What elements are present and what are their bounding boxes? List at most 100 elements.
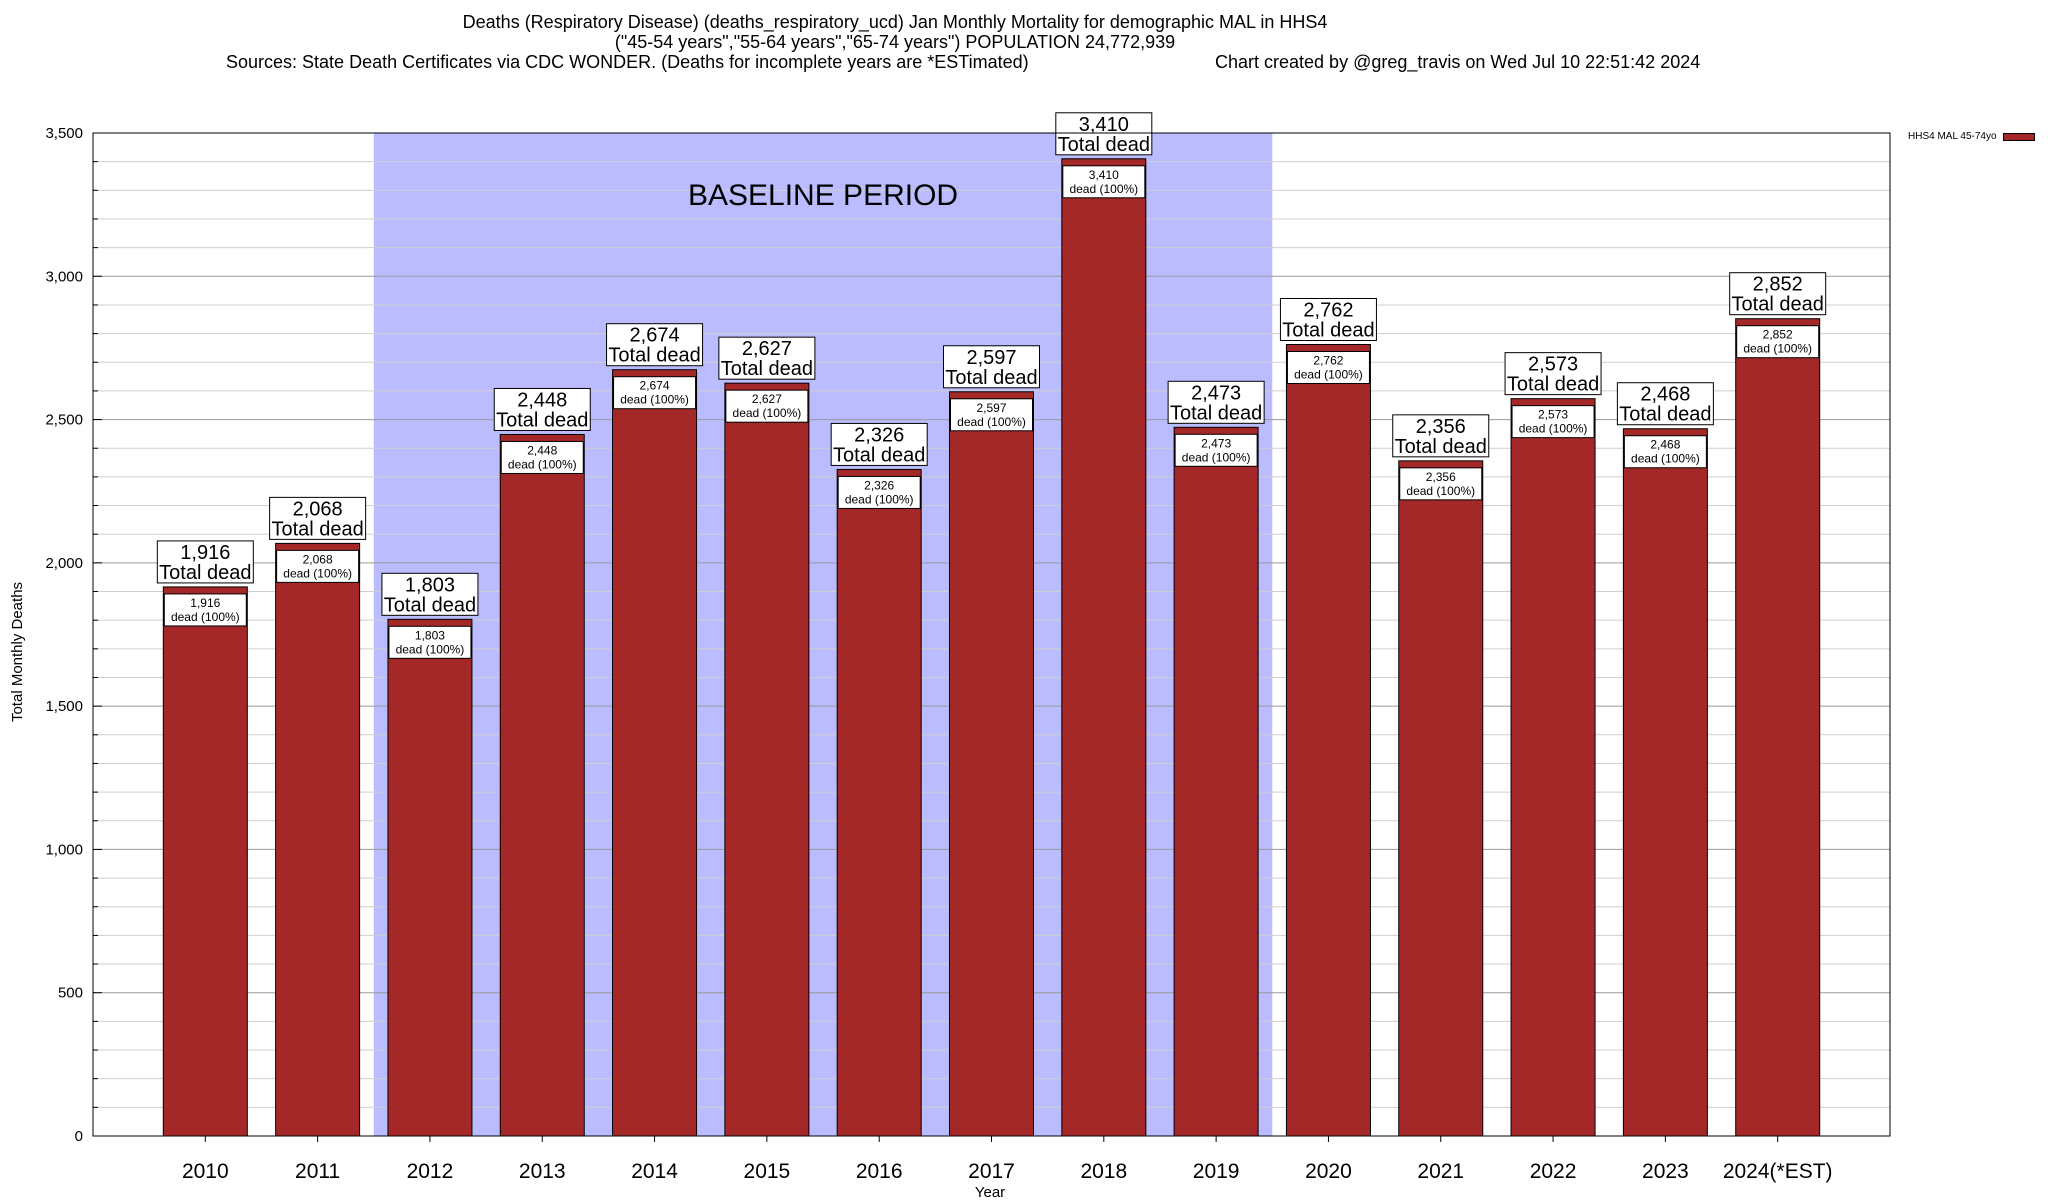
top-label-value: 2,597 [966,347,1016,369]
inner-label-value: 2,468 [1650,438,1680,452]
inner-label-text: dead (100%) [283,566,352,580]
bar [1061,158,1147,1137]
top-label-value: 2,627 [742,338,792,360]
inner-label-text: dead (100%) [845,492,914,506]
inner-label-value: 2,852 [1763,328,1793,342]
inner-label-box [500,440,584,474]
top-label-value: 2,356 [1416,416,1466,438]
plot-frame [92,132,1891,1137]
inner-label-box [725,389,809,423]
y-tick-label: 1,000 [45,841,83,858]
top-label-text: Total dead [721,358,813,380]
bar [387,618,473,1137]
top-label-text: Total dead [1619,404,1711,426]
top-label-value: 2,573 [1528,354,1578,376]
top-label-text: Total dead [833,444,925,466]
inner-label-value: 2,674 [640,379,670,393]
top-label-text: Total dead [1282,319,1374,341]
credit-text: Chart created by @greg_travis on Wed Jul… [1215,52,1701,72]
bar [1398,460,1484,1137]
y-tick-label: 1,500 [45,698,83,715]
bar [612,369,698,1137]
inner-label-box [1511,405,1595,439]
bar [499,433,585,1137]
top-label-box [269,496,367,540]
inner-label-value: 2,473 [1201,436,1231,450]
inner-label-box [1399,467,1483,501]
y-tick-label: 500 [58,985,83,1002]
x-tick-label: 2023 [1642,1160,1689,1183]
bar [275,542,361,1137]
top-label-text: Total dead [1395,436,1487,458]
inner-label-text: dead (100%) [1406,484,1475,498]
top-label-box [381,572,479,616]
top-label-value: 2,068 [293,498,343,520]
bar [1285,343,1371,1137]
top-label-value: 2,448 [517,389,567,411]
top-label-text: Total dead [159,562,251,584]
inner-label-value: 2,627 [752,392,782,406]
inner-label-text: dead (100%) [957,415,1026,429]
x-tick-label: 2015 [744,1160,791,1183]
x-tick-label: 2011 [295,1160,340,1183]
inner-label-value: 2,356 [1426,470,1456,484]
x-tick-label: 2020 [1305,1160,1352,1183]
top-label-box [1504,352,1602,396]
inner-label-value: 2,597 [976,401,1006,415]
inner-label-value: 3,410 [1089,168,1119,182]
top-label-text: Total dead [1732,294,1824,316]
top-label-box [156,540,254,584]
top-label-box [830,422,928,466]
bar [162,586,248,1137]
inner-label-value: 2,326 [864,478,894,492]
inner-label-box [163,593,247,627]
inner-label-value: 1,803 [415,628,445,642]
top-label-box [1729,272,1827,316]
top-label-value: 2,473 [1191,382,1241,404]
legend-swatch [2002,132,2035,141]
top-label-value: 2,762 [1303,299,1353,321]
x-tick-label: 2017 [968,1160,1015,1183]
bar [1173,426,1259,1137]
x-tick-label: 2014 [631,1160,678,1183]
y-tick-label: 2,000 [45,555,83,572]
top-label-text: Total dead [608,345,700,367]
top-label-text: Total dead [496,409,588,431]
x-tick-label: 2022 [1530,1160,1577,1183]
x-tick-label: 2013 [519,1160,566,1183]
x-tick-label: 2021 [1417,1160,1464,1183]
inner-label-text: dead (100%) [1743,342,1812,356]
inner-label-text: dead (100%) [171,610,240,624]
inner-label-box [1736,325,1820,359]
top-label-text: Total dead [1170,402,1262,424]
inner-label-value: 2,573 [1538,408,1568,422]
y-axis-label: Total Monthly Deaths [9,582,26,722]
inner-label-box [1062,165,1146,199]
inner-label-text: dead (100%) [508,457,577,471]
x-tick-label: 2016 [856,1160,903,1183]
title-line-1: Deaths (Respiratory Disease) (deaths_res… [462,12,1328,32]
inner-label-text: dead (100%) [620,393,689,407]
top-label-box [1616,382,1714,426]
top-label-text: Total dead [945,367,1037,389]
top-label-box [493,387,591,431]
top-label-value: 2,468 [1640,384,1690,406]
y-tick-label: 0 [75,1128,83,1145]
inner-label-text: dead (100%) [1069,182,1138,196]
x-tick-label: 2012 [407,1160,454,1183]
top-label-text: Total dead [1058,134,1150,156]
x-tick-label: 2010 [182,1160,229,1183]
top-label-value: 1,803 [405,574,455,596]
top-label-value: 2,674 [630,325,680,347]
inner-label-value: 2,762 [1313,353,1343,367]
top-label-box [943,345,1040,389]
inner-label-box [1623,435,1707,469]
top-label-value: 1,916 [180,542,230,564]
inner-label-box [388,625,472,659]
x-tick-label: 2019 [1193,1160,1240,1183]
bar [949,391,1034,1137]
top-label-box [1055,112,1153,156]
legend: HHS4 MAL 45-74yo [1908,131,2035,142]
inner-label-box [837,475,921,509]
